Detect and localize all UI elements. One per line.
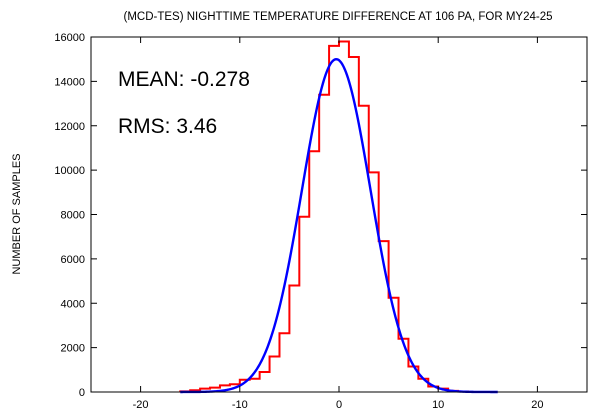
x-tick-label: 10	[432, 399, 444, 411]
y-tick-label: 10000	[54, 165, 85, 177]
x-tick-label: 20	[531, 399, 543, 411]
plot-area: 0 2000 4000 6000 8000 10000 12000 14000 16000 -20…	[54, 32, 588, 411]
y-tick-label: 16000	[54, 32, 85, 44]
x-tick-label: -20	[133, 399, 149, 411]
x-tick-label: 0	[336, 399, 342, 411]
mean-annotation: MEAN: -0.278	[118, 68, 250, 91]
y-tick-label: 14000	[54, 76, 85, 88]
gaussian-fit-curve	[180, 57, 498, 394]
y-tick-label: 6000	[61, 254, 85, 266]
y-tick-label: 2000	[61, 343, 85, 355]
y-tick-label: 12000	[54, 121, 85, 133]
y-axis-label: NUMBER OF SAMPLES	[11, 153, 23, 274]
y-tick-label: 8000	[61, 210, 85, 222]
histogram-steps	[179, 40, 469, 393]
y-tick-label: 0	[79, 387, 85, 399]
chart-title: (MCD-TES) NIGHTTIME TEMPERATURE DIFFEREN…	[124, 11, 553, 23]
y-tick-label: 4000	[61, 298, 85, 310]
rms-annotation: RMS: 3.46	[118, 115, 217, 138]
x-tick-label: -10	[232, 399, 248, 411]
